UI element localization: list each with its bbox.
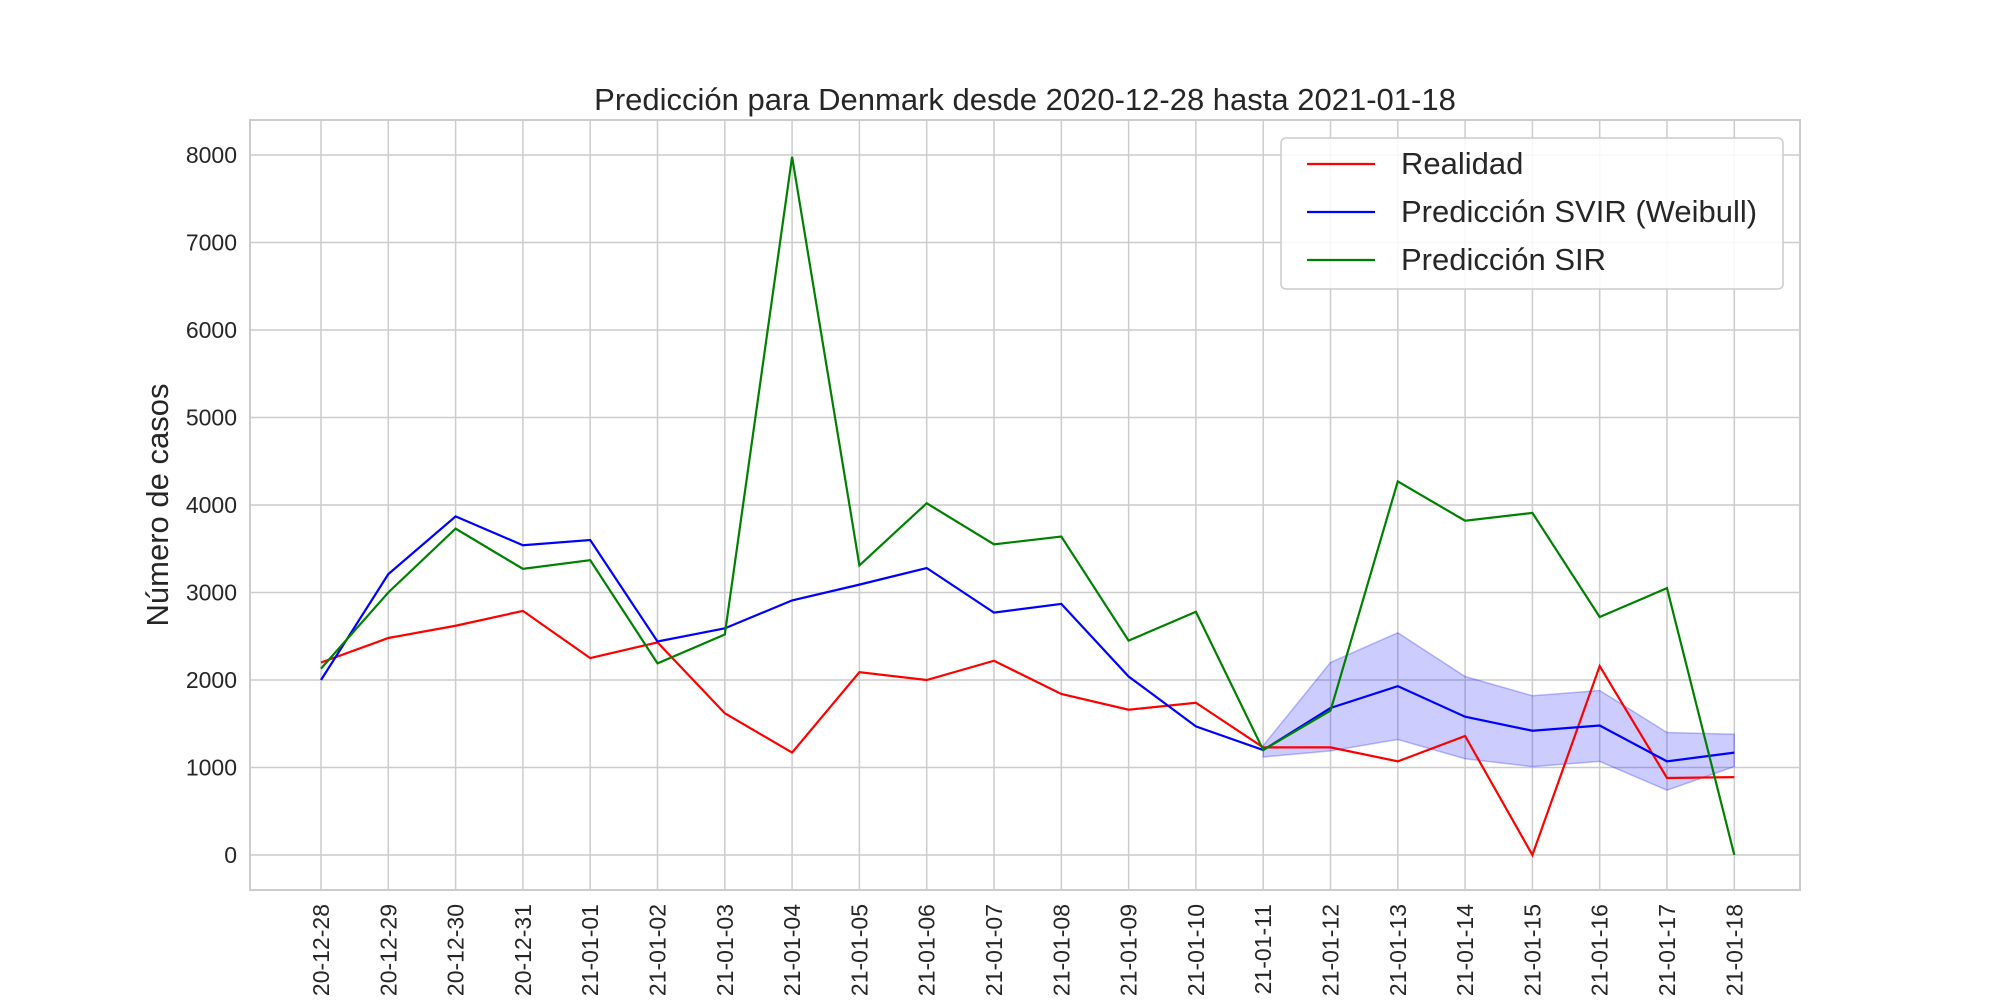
x-tick-label: 20-12-28 bbox=[308, 904, 334, 996]
x-axis-ticks: 20-12-28 20-12-29 20-12-30 20-12-31 21-01-01… bbox=[308, 904, 1747, 996]
svir-confidence-band bbox=[1262, 631, 1736, 792]
legend-label: Realidad bbox=[1401, 146, 1523, 181]
x-tick-label: 21-01-12 bbox=[1318, 904, 1344, 996]
x-tick-label: 21-01-17 bbox=[1654, 904, 1680, 996]
series-layer bbox=[320, 156, 1736, 858]
y-tick-label: 7000 bbox=[186, 230, 237, 256]
y-tick-label: 2000 bbox=[186, 667, 237, 693]
legend-items: Realidad Predicción SVIR (Weibull) Predicc… bbox=[1307, 146, 1757, 277]
chart-title: Predicción para Denmark desde 2020-12-28… bbox=[594, 82, 1456, 117]
x-tick-label: 21-01-16 bbox=[1587, 904, 1613, 996]
series-line-realidad bbox=[320, 609, 1735, 858]
x-tick-label: 21-01-05 bbox=[846, 904, 872, 996]
x-tick-label: 21-01-13 bbox=[1385, 904, 1411, 996]
x-tick-label: 21-01-02 bbox=[645, 904, 671, 996]
grid bbox=[250, 120, 1800, 890]
x-tick-label: 21-01-07 bbox=[981, 904, 1007, 996]
series-line-svir bbox=[320, 515, 1735, 763]
confidence-band-layer bbox=[1262, 631, 1736, 792]
y-tick-label: 1000 bbox=[186, 755, 237, 781]
x-tick-label: 21-01-15 bbox=[1519, 904, 1545, 996]
x-tick-label: 21-01-11 bbox=[1250, 904, 1276, 994]
x-tick-label: 20-12-29 bbox=[375, 904, 401, 996]
legend-label: Predicción SVIR (Weibull) bbox=[1401, 194, 1757, 229]
legend-item-svir: Predicción SVIR (Weibull) bbox=[1307, 194, 1757, 229]
x-tick-label: 21-01-04 bbox=[779, 904, 805, 996]
y-tick-label: 8000 bbox=[186, 142, 237, 168]
y-tick-label: 0 bbox=[224, 842, 237, 868]
series-line-sir bbox=[320, 156, 1736, 856]
y-tick-label: 4000 bbox=[186, 492, 237, 518]
x-tick-label: 21-01-18 bbox=[1721, 904, 1747, 996]
x-tick-label: 21-01-09 bbox=[1116, 904, 1142, 996]
x-tick-label: 21-01-06 bbox=[914, 904, 940, 996]
x-tick-label: 20-12-30 bbox=[443, 904, 469, 996]
legend: Realidad Predicción SVIR (Weibull) Predicc… bbox=[1280, 137, 1784, 290]
y-axis-ticks: 0 1000 2000 3000 4000 5000 6000 7000 8000 bbox=[186, 142, 237, 868]
legend-box bbox=[1280, 137, 1784, 290]
y-tick-label: 5000 bbox=[186, 405, 237, 431]
legend-item-sir: Predicción SIR bbox=[1307, 242, 1606, 277]
y-tick-label: 6000 bbox=[186, 317, 237, 343]
plot-frame bbox=[249, 119, 1801, 891]
x-tick-label: 21-01-01 bbox=[577, 904, 603, 996]
x-tick-label: 21-01-14 bbox=[1452, 904, 1478, 996]
x-tick-label: 21-01-03 bbox=[712, 904, 738, 996]
y-tick-label: 3000 bbox=[186, 580, 237, 606]
legend-label: Predicción SIR bbox=[1401, 242, 1606, 277]
x-tick-label: 21-01-08 bbox=[1048, 904, 1074, 996]
x-tick-label: 20-12-31 bbox=[510, 904, 536, 996]
y-axis-label: Número de casos bbox=[140, 384, 175, 627]
x-tick-label: 21-01-10 bbox=[1183, 904, 1209, 996]
legend-item-realidad: Realidad bbox=[1307, 146, 1523, 181]
